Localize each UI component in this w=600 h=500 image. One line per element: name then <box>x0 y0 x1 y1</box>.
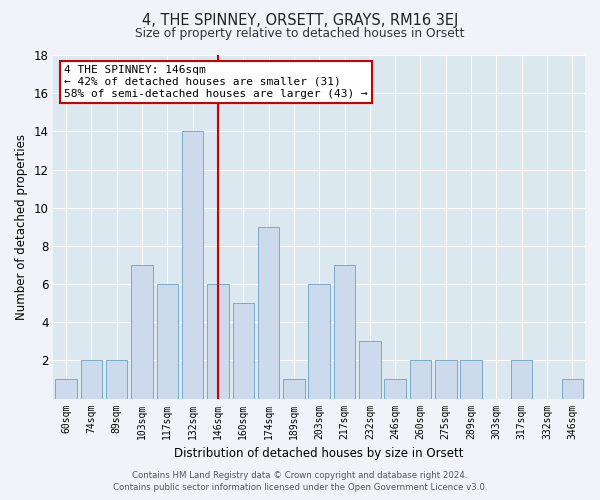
Bar <box>207 284 229 399</box>
Text: 4, THE SPINNEY, ORSETT, GRAYS, RM16 3EJ: 4, THE SPINNEY, ORSETT, GRAYS, RM16 3EJ <box>142 12 458 28</box>
Bar <box>283 380 305 398</box>
Text: Size of property relative to detached houses in Orsett: Size of property relative to detached ho… <box>135 28 465 40</box>
Bar <box>80 360 102 399</box>
Bar <box>435 360 457 399</box>
Bar <box>182 132 203 398</box>
Bar <box>131 265 153 398</box>
Bar <box>157 284 178 399</box>
Bar <box>334 265 355 398</box>
Bar <box>55 380 77 398</box>
Bar <box>385 380 406 398</box>
Text: 4 THE SPINNEY: 146sqm
← 42% of detached houses are smaller (31)
58% of semi-deta: 4 THE SPINNEY: 146sqm ← 42% of detached … <box>64 66 368 98</box>
Bar <box>410 360 431 399</box>
Bar <box>308 284 330 399</box>
Y-axis label: Number of detached properties: Number of detached properties <box>15 134 28 320</box>
X-axis label: Distribution of detached houses by size in Orsett: Distribution of detached houses by size … <box>175 447 464 460</box>
Text: Contains HM Land Registry data © Crown copyright and database right 2024.
Contai: Contains HM Land Registry data © Crown c… <box>113 471 487 492</box>
Bar <box>460 360 482 399</box>
Bar <box>233 303 254 398</box>
Bar <box>511 360 532 399</box>
Bar <box>106 360 127 399</box>
Bar <box>359 342 380 398</box>
Bar <box>562 380 583 398</box>
Bar <box>258 227 280 398</box>
